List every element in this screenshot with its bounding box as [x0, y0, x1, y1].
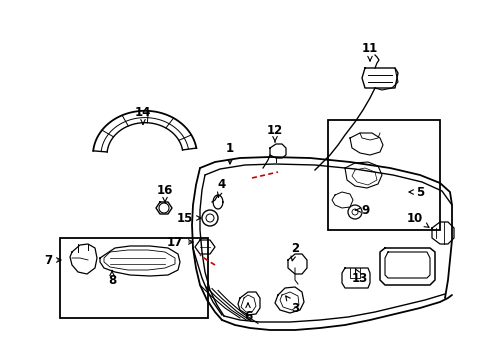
Text: 4: 4	[217, 179, 225, 197]
Text: 5: 5	[408, 185, 423, 198]
Text: 15: 15	[177, 211, 201, 225]
Text: 11: 11	[361, 41, 377, 61]
Text: 2: 2	[290, 242, 299, 261]
Bar	[60, 238, 207, 318]
Text: 10: 10	[406, 211, 428, 227]
Bar	[327, 120, 439, 230]
Text: 9: 9	[355, 203, 368, 216]
Text: 12: 12	[266, 123, 283, 142]
Text: 16: 16	[157, 184, 173, 202]
Text: 1: 1	[225, 141, 234, 164]
Text: 13: 13	[351, 269, 367, 284]
Text: 14: 14	[135, 105, 151, 124]
Text: 7: 7	[44, 253, 61, 266]
Text: 3: 3	[285, 296, 299, 315]
Text: 6: 6	[244, 303, 252, 323]
Text: 17: 17	[166, 235, 193, 248]
Text: 8: 8	[108, 271, 116, 287]
